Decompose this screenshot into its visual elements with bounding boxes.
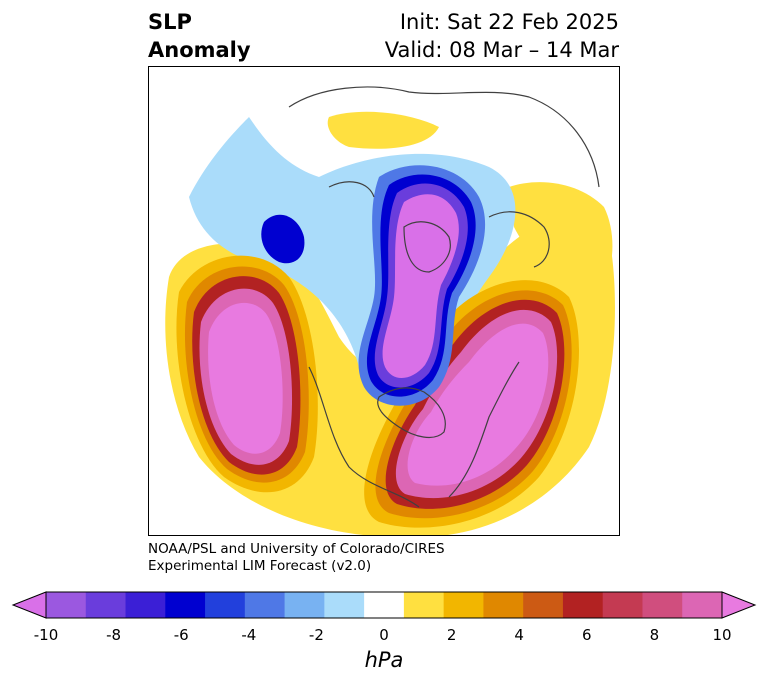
coastlines	[288, 86, 600, 508]
colorbar-bin	[205, 592, 246, 618]
colorbar-bin	[244, 592, 286, 618]
colorbar-tick-label: -8	[106, 626, 122, 644]
credit-text: NOAA/PSL and University of Colorado/CIRE…	[148, 541, 445, 575]
title-anomaly: Anomaly	[148, 38, 251, 62]
colorbar-bin	[642, 592, 683, 618]
colorbar-bin	[46, 592, 87, 618]
lobe-east-10	[407, 323, 549, 486]
valid-range: Valid: 08 Mar – 14 Mar	[384, 38, 619, 62]
init-date: Init: Sat 22 Feb 2025	[399, 10, 619, 34]
colorbar-unit: hPa	[364, 648, 404, 672]
colorbar-tick-label: -2	[308, 626, 324, 644]
colorbar-tick-label: 2	[446, 626, 457, 644]
colorbar-bin	[682, 592, 723, 618]
colorbar-tick-label: -6	[173, 626, 189, 644]
positive-anomaly-north	[327, 111, 439, 149]
colorbar-tick-label: 4	[514, 626, 524, 644]
credit-line-2: Experimental LIM Forecast (v2.0)	[148, 558, 372, 574]
colorbar-tick-label: 8	[649, 626, 660, 644]
colorbar-min-arrow	[11, 591, 47, 619]
colorbar-tick-label: 0	[379, 626, 389, 644]
negative-core-10	[382, 194, 459, 379]
colorbar-bin	[483, 592, 524, 618]
colorbar-bin	[284, 592, 325, 618]
colorbar-tick-label: -10	[33, 626, 59, 644]
title-variable: SLP	[148, 10, 192, 34]
slp-anomaly-map	[165, 86, 615, 535]
colorbar-bin	[403, 592, 445, 618]
colorbar	[11, 591, 757, 619]
lobe-west-10	[208, 302, 283, 454]
colorbar-bin	[443, 592, 484, 618]
negative-blob-nw	[261, 214, 305, 264]
positive-anomaly-east	[509, 182, 613, 297]
colorbar-tick-label: 6	[582, 626, 592, 644]
plot-title-left: SLP Anomaly	[148, 8, 251, 64]
colorbar-bin	[85, 592, 127, 618]
colorbar-outline	[45, 591, 723, 619]
colorbar-bin	[523, 592, 564, 618]
colorbar-bin	[324, 592, 365, 618]
colorbar-bin	[125, 592, 166, 618]
colorbar-tick-label: -4	[241, 626, 257, 644]
colorbar-tick-label: 10	[712, 626, 732, 644]
colorbar-bin	[165, 592, 206, 618]
colorbar-bin	[562, 592, 604, 618]
plot-title-right: Init: Sat 22 Feb 2025 Valid: 08 Mar – 14…	[385, 8, 619, 64]
credit-line-1: NOAA/PSL and University of Colorado/CIRE…	[148, 541, 445, 557]
map-panel	[148, 66, 620, 536]
colorbar-bin	[364, 592, 405, 618]
colorbar-max-arrow	[721, 591, 757, 619]
colorbar-bin	[602, 592, 643, 618]
